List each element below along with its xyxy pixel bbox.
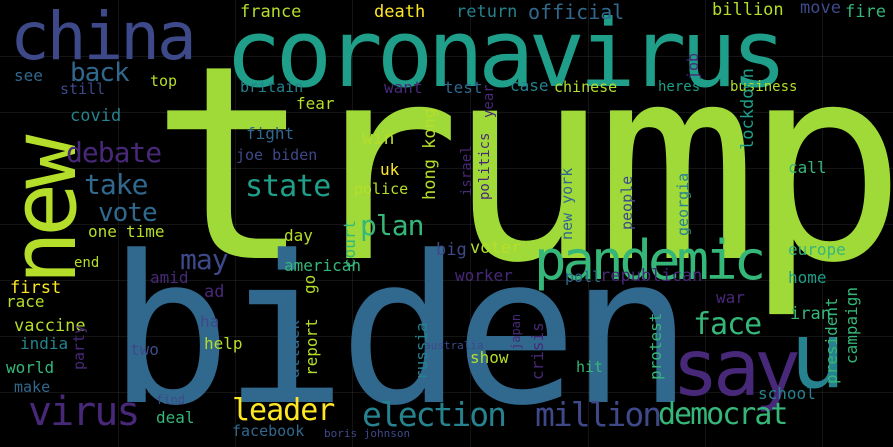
- word-trump: trump: [150, 7, 893, 322]
- word-poll: poll: [565, 268, 602, 286]
- word-georgia: georgia: [674, 172, 692, 236]
- word-face: face: [693, 307, 762, 342]
- word-deal: deal: [156, 408, 195, 427]
- word-hit: hit: [576, 358, 604, 376]
- word-u: u: [790, 302, 846, 409]
- word-top: top: [150, 72, 178, 90]
- word-state: state: [245, 169, 331, 204]
- word-make: make: [14, 378, 51, 396]
- word-lockdown: lockdown: [738, 68, 758, 150]
- word-democrat: democrat: [658, 397, 788, 432]
- word-year: year: [481, 84, 497, 118]
- word-virus: virus: [28, 389, 140, 435]
- word-court: court: [340, 219, 359, 268]
- word-vaccine: vaccine: [14, 316, 86, 336]
- word-death: death: [374, 2, 426, 22]
- word-american: american: [284, 256, 362, 275]
- word-go: go: [300, 274, 319, 294]
- word-australia: australia: [424, 339, 484, 352]
- word-ha: ha: [200, 312, 220, 331]
- word-help: help: [204, 334, 243, 353]
- word-india: india: [20, 334, 69, 353]
- word-billion: billion: [712, 0, 784, 20]
- word-police: police: [354, 180, 409, 198]
- word-race: race: [6, 292, 45, 311]
- word-new-york: new york: [558, 167, 576, 240]
- word-covid: covid: [70, 106, 122, 126]
- word-say: say: [672, 324, 801, 414]
- word-return: return: [456, 2, 518, 22]
- word-voter: voter: [470, 238, 522, 258]
- word-fight: fight: [246, 124, 295, 143]
- word-want: want: [384, 78, 423, 97]
- word-people: people: [618, 175, 636, 230]
- word-big: big: [436, 240, 467, 260]
- word-back: back: [70, 58, 130, 88]
- word-campaign: campaign: [842, 286, 861, 364]
- word-home: home: [788, 268, 827, 287]
- word-test: test: [444, 78, 483, 97]
- word-war: war: [716, 288, 745, 307]
- word-attack: attack: [284, 320, 303, 378]
- word-business: business: [730, 79, 798, 95]
- word-election: election: [362, 395, 507, 434]
- word-republican: republican: [600, 266, 703, 286]
- word-pandemic: pandemic: [534, 229, 766, 292]
- word-amid: amid: [150, 268, 189, 287]
- word-leader: leader: [232, 393, 335, 428]
- word-day: day: [284, 226, 313, 245]
- word-britain: britain: [240, 78, 304, 96]
- word-hong-kong: hong kong: [420, 107, 440, 200]
- word-time: time: [126, 222, 165, 241]
- word-call: call: [788, 158, 827, 177]
- word-find: find: [156, 393, 185, 407]
- word-party: party: [70, 324, 88, 370]
- word-uk: uk: [380, 160, 400, 179]
- word-chinese: chinese: [554, 78, 618, 96]
- word-president: president: [822, 297, 841, 384]
- word-biden: biden: [108, 213, 693, 447]
- word-politics: politics: [477, 132, 493, 200]
- word-case: case: [510, 76, 549, 95]
- word-ad: ad: [204, 282, 225, 302]
- word-fire: fire: [845, 2, 886, 22]
- word-worker: worker: [455, 266, 513, 285]
- word-end: end: [74, 255, 100, 271]
- word-iran: iran: [790, 304, 831, 324]
- word-fear: fear: [296, 94, 335, 113]
- word-debate: debate: [66, 136, 162, 169]
- word-take: take: [84, 168, 148, 201]
- word-million: million: [535, 395, 662, 434]
- word-job: job: [684, 52, 702, 80]
- word-show: show: [470, 348, 509, 367]
- word-boris-johnson: boris johnson: [324, 427, 411, 440]
- word-world: world: [6, 358, 55, 377]
- word-two: two: [130, 340, 159, 359]
- word-first: first: [10, 278, 62, 298]
- word-may: may: [180, 243, 229, 276]
- word-move: move: [800, 0, 841, 18]
- word-joe-biden: joe biden: [236, 146, 318, 164]
- word-heres: heres: [658, 79, 701, 95]
- word-plan: plan: [360, 209, 424, 242]
- word-coronavirus: coronavirus: [225, 0, 788, 109]
- word-vote: vote: [98, 198, 158, 228]
- word-still: still: [60, 80, 106, 98]
- word-win: win: [362, 128, 395, 149]
- word-official: official: [528, 0, 625, 24]
- word-see: see: [14, 66, 43, 85]
- word-facebook: facebook: [232, 422, 305, 440]
- word-israel: israel: [459, 145, 475, 196]
- word-japan: japan: [509, 313, 523, 350]
- word-crisis: crisis: [528, 322, 547, 380]
- word-france: france: [240, 2, 302, 22]
- word-protest: protest: [646, 312, 665, 380]
- word-china: china: [10, 0, 197, 75]
- word-europe: europe: [788, 240, 846, 259]
- word-report: report: [302, 318, 321, 376]
- word-school: school: [758, 384, 816, 403]
- word-one: one: [88, 222, 117, 241]
